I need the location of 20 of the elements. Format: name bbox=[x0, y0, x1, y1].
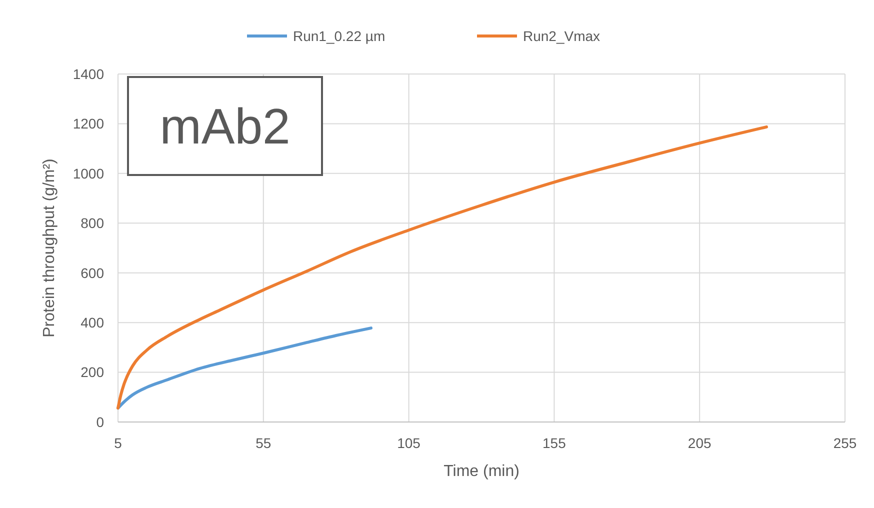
x-tick-label: 55 bbox=[256, 435, 272, 451]
x-tick-label: 5 bbox=[114, 435, 122, 451]
x-tick-label: 205 bbox=[688, 435, 712, 451]
line-series bbox=[116, 326, 372, 410]
y-tick-label: 1000 bbox=[72, 165, 104, 182]
annotation: mAb2 bbox=[160, 98, 290, 154]
legend-label: Run2_Vmax bbox=[523, 28, 600, 44]
legend-label: Run1_0.22 µm bbox=[293, 28, 386, 44]
x-tick-label: 105 bbox=[397, 435, 421, 451]
y-tick-label: 800 bbox=[80, 215, 104, 232]
y-tick-label: 400 bbox=[80, 314, 104, 330]
y-tick-label: 200 bbox=[80, 364, 104, 380]
y-tick-label: 1400 bbox=[72, 66, 104, 82]
y-axis-title: Protein throughput (g/m²) bbox=[41, 158, 58, 338]
y-tick-label: 1200 bbox=[72, 116, 104, 132]
x-axis-title: Time (min) bbox=[444, 463, 520, 480]
y-tick-label: 0 bbox=[96, 414, 104, 430]
y-tick-label: 600 bbox=[80, 264, 104, 281]
x-tick-label: 255 bbox=[833, 435, 857, 451]
x-tick-label: 155 bbox=[542, 435, 566, 451]
